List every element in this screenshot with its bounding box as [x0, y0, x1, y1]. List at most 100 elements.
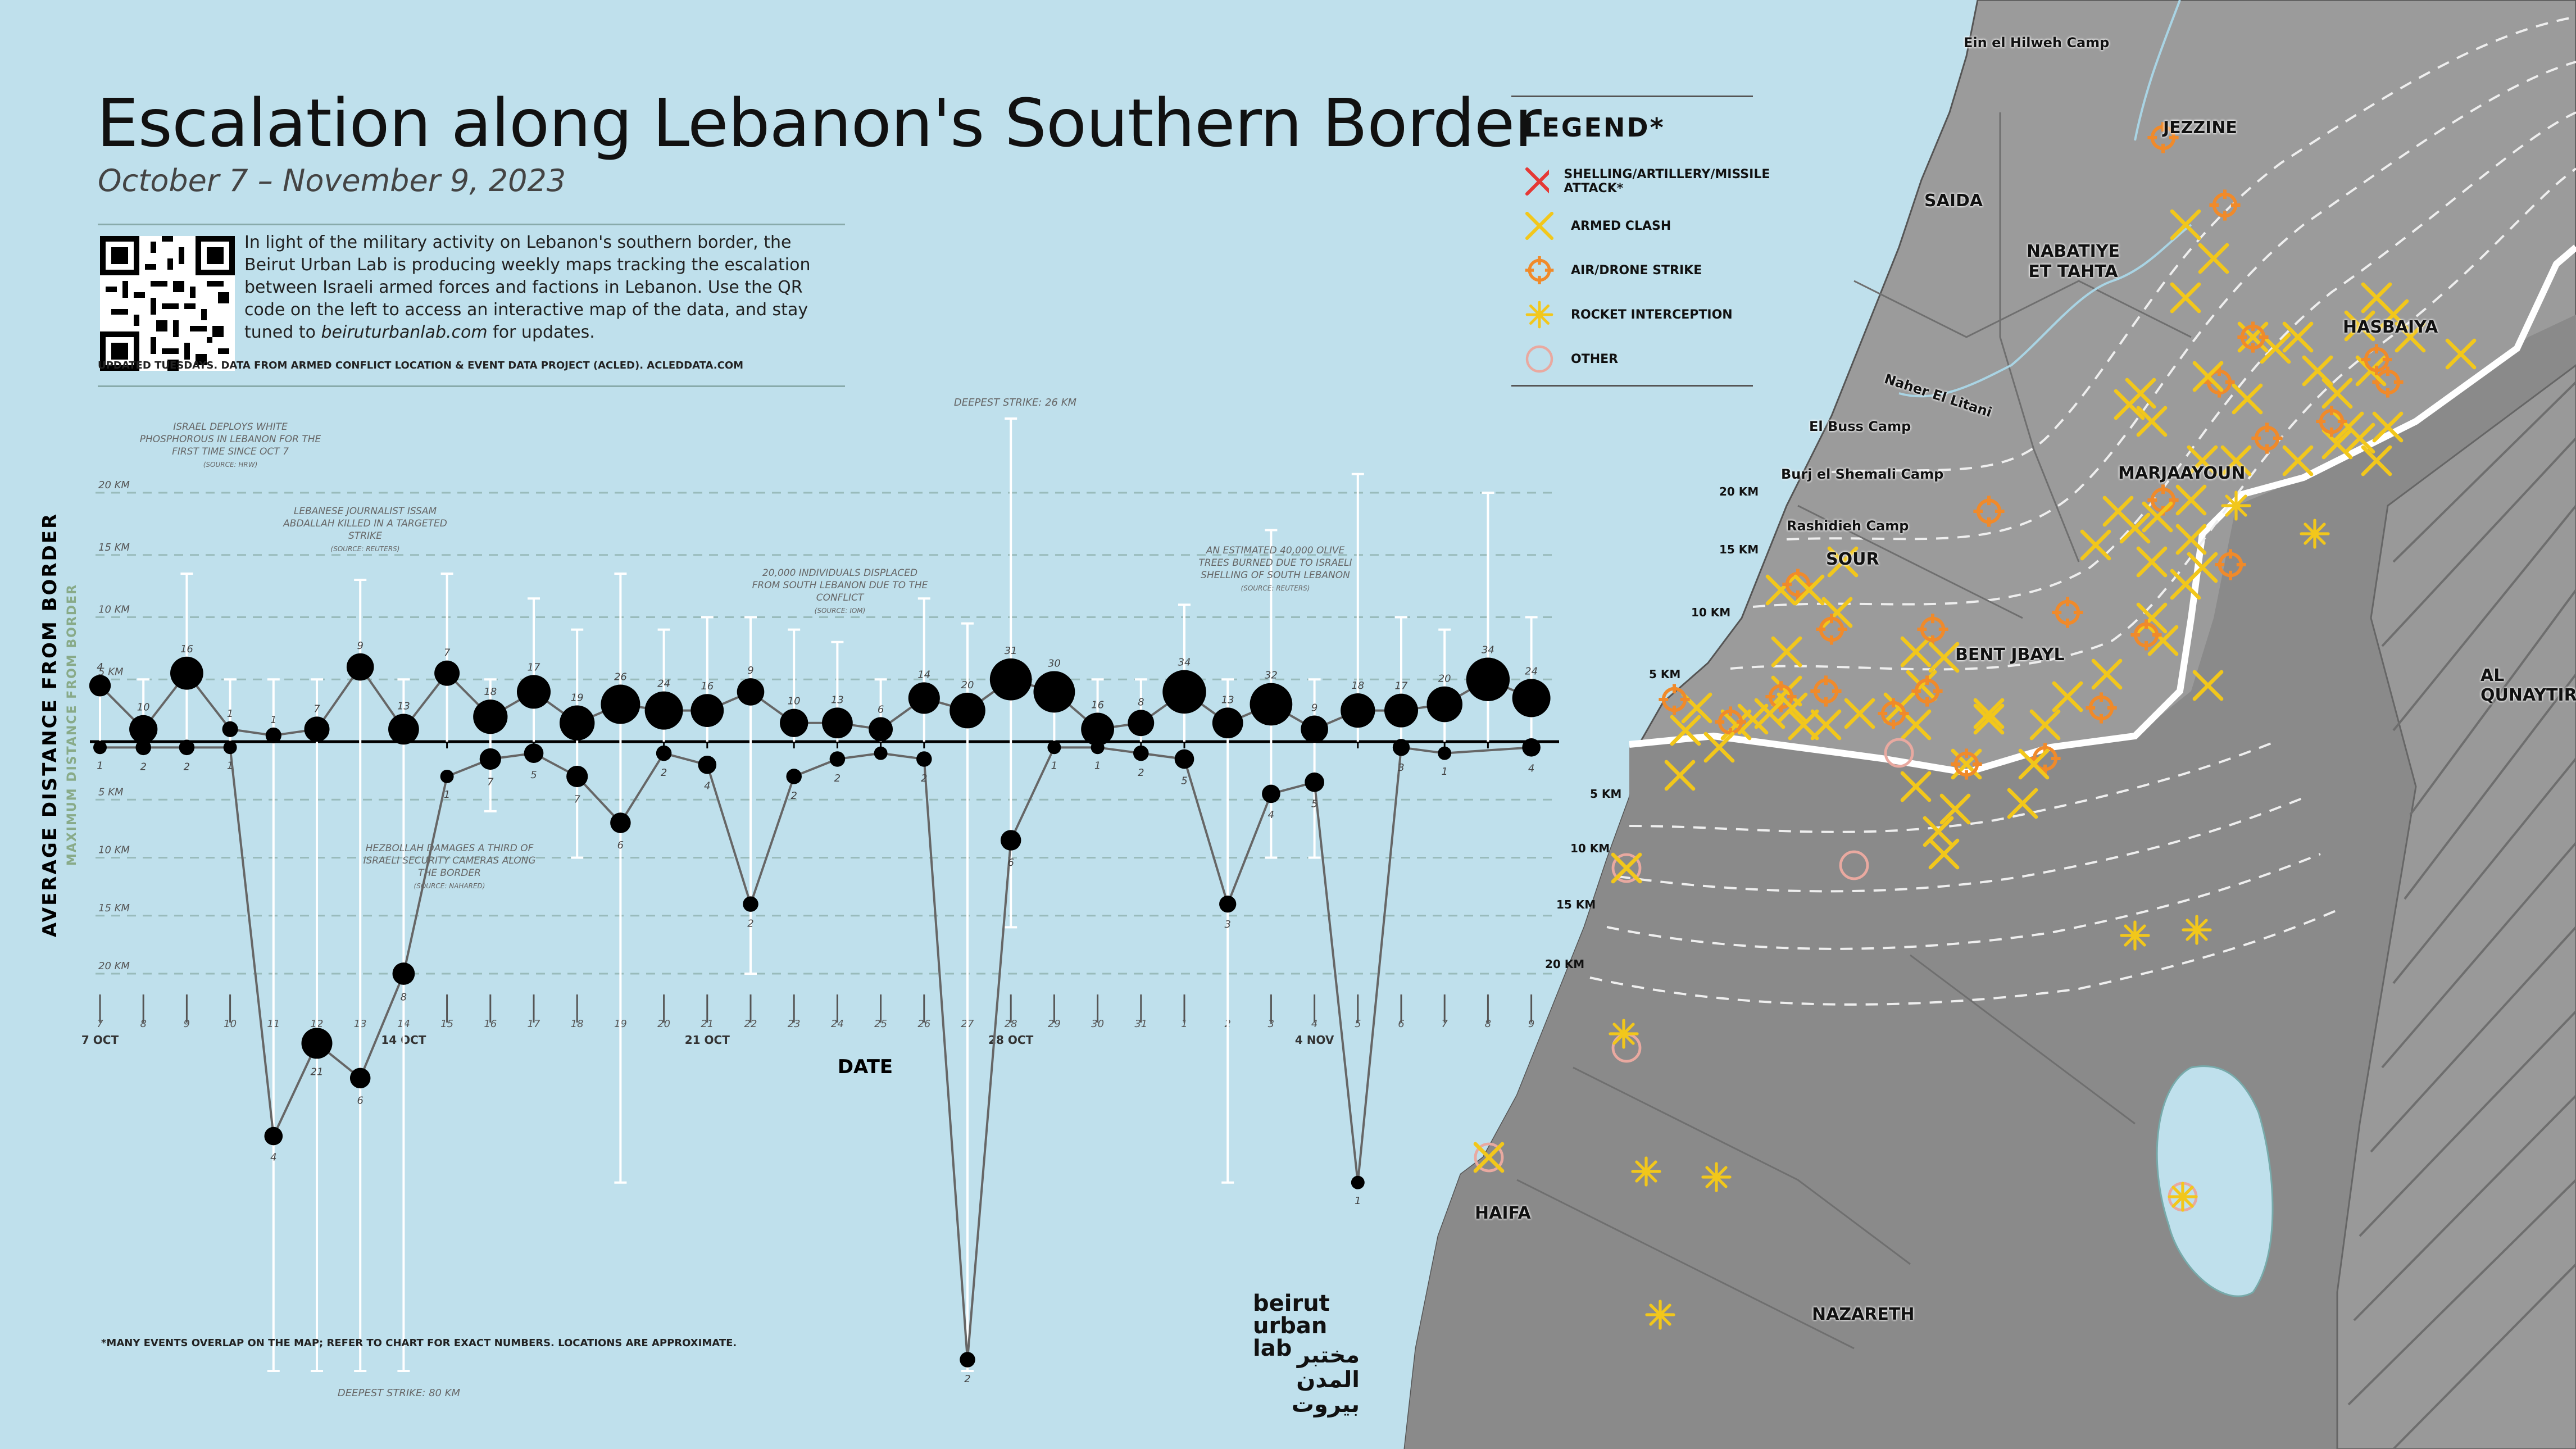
data-point — [434, 660, 460, 686]
x-mark-icon — [1810, 709, 1842, 741]
place-label: Ein el Hilweh Camp — [1964, 35, 2110, 51]
point-count-label: 20 — [1438, 673, 1451, 685]
annotation-text: CONFLICT — [816, 592, 865, 603]
data-point — [916, 751, 932, 767]
legend-divider — [1511, 385, 1753, 387]
annotation-text: TREES BURNED DUE TO ISRAELI — [1198, 557, 1352, 569]
point-count-label: 1 — [270, 714, 276, 726]
data-point — [829, 751, 846, 767]
date-tick-label: 17 — [528, 1018, 540, 1030]
data-point — [223, 741, 237, 755]
date-tick-label: 3 — [1268, 1018, 1274, 1030]
data-point — [1466, 657, 1510, 701]
data-point — [874, 746, 888, 760]
data-point — [264, 1127, 283, 1146]
ring-label-south: 15 KM — [1556, 898, 1596, 911]
x-mark-icon — [1973, 703, 2005, 735]
data-point — [1250, 683, 1293, 726]
y-tick-label: 15 KM — [98, 902, 130, 914]
data-point — [1392, 739, 1410, 756]
x-mark-icon — [2080, 529, 2111, 561]
place-label: SOUR — [1826, 549, 1879, 569]
x-mark-icon — [2237, 321, 2269, 353]
point-count-label: 16 — [180, 643, 193, 655]
point-count-label: 7 — [444, 647, 451, 659]
asterisk-icon — [1631, 1156, 1661, 1187]
data-point — [304, 716, 330, 742]
data-point — [698, 755, 717, 774]
point-count-label: 6 — [357, 1094, 363, 1106]
x-mark-icon — [2136, 406, 2168, 437]
max-whiskers-lebanon — [267, 742, 1321, 1372]
x-mark-icon — [1821, 597, 1853, 628]
crosshair-icon — [1917, 614, 1948, 645]
place-label: NAZARETH — [1812, 1305, 1915, 1324]
legend-item: ARMED CLASH — [1523, 212, 1671, 240]
annotation-text: ISRAELI SECURITY CAMERAS ALONG — [363, 855, 535, 866]
x-mark-icon — [1928, 838, 1960, 870]
asterisk-icon — [2120, 920, 2150, 951]
event-markers — [1473, 122, 2477, 1330]
crosshair-icon — [2209, 189, 2241, 221]
crosshair-icon — [2361, 344, 2392, 375]
x-mark-icon — [2147, 625, 2179, 656]
x-mark-icon — [1525, 167, 1550, 196]
point-count-label: 2 — [1138, 767, 1144, 779]
date-tick-label: 10 — [224, 1018, 237, 1030]
point-count-label: 1 — [1094, 760, 1101, 771]
qr-code[interactable] — [100, 236, 235, 371]
annotation-text: THE BORDER — [418, 867, 481, 879]
place-label: MARJAAYOUN — [2118, 464, 2246, 483]
annotation-text: HEZBOLLAH DAMAGES A THIRD OF — [366, 843, 534, 854]
crosshair-icon — [1525, 256, 1554, 284]
roads — [1516, 112, 2192, 1350]
point-count-label: 9 — [357, 640, 363, 652]
point-count-label: 5 — [1311, 798, 1317, 810]
y-tick-label: 5 KM — [98, 786, 124, 798]
x-mark-icon — [2192, 670, 2224, 701]
ring-label-south: 10 KM — [1570, 842, 1610, 855]
x-mark-icon — [2302, 355, 2333, 387]
crosshair-icon — [1911, 675, 1943, 707]
brand-line: urban — [1253, 1313, 1328, 1339]
legend-label: ROCKET INTERCEPTION — [1571, 307, 1733, 322]
crosshair-icon — [1816, 614, 1847, 645]
data-point — [1512, 679, 1551, 717]
point-count-label: 31 — [1005, 645, 1017, 657]
data-point — [1128, 710, 1155, 737]
data-point — [129, 715, 158, 743]
place-label: BENT JBAYL — [1955, 645, 2065, 665]
data-point — [1262, 784, 1280, 803]
point-count-label: 6 — [878, 703, 884, 715]
distance-rings — [1589, 16, 2576, 1006]
ring-label-north: 5 KM — [1649, 667, 1680, 681]
data-point — [179, 739, 195, 756]
x-mark-icon — [2052, 681, 2083, 712]
date-tick-label: 28 — [1005, 1018, 1017, 1030]
point-count-label: 1 — [227, 760, 233, 771]
data-point — [737, 678, 765, 706]
annotation-text: SHELLING OF SOUTH LEBANON — [1201, 570, 1350, 581]
asterisk-icon — [2182, 915, 2212, 945]
point-count-label: 26 — [614, 671, 627, 683]
x-mark-icon — [2344, 310, 2375, 342]
data-point — [170, 656, 203, 690]
point-count-label: 7 — [574, 793, 580, 805]
data-point — [524, 743, 544, 763]
x-mark-icon — [2170, 282, 2201, 314]
data-point — [1047, 741, 1061, 755]
x-mark-icon — [1765, 574, 1797, 606]
brand-line: lab — [1253, 1336, 1292, 1361]
x-mark-icon — [2260, 333, 2291, 364]
place-label: El Buss Camp — [1809, 419, 1911, 434]
site-link[interactable]: beiruturbanlab.com — [321, 322, 488, 342]
circle-icon — [1839, 850, 1869, 880]
y-tick-labels: 20 KM 15 KM 10 KM 5 KM 5 KM 10 KM 15 KM 20 KM — [98, 479, 130, 972]
legend-item: AIR/DRONE STRIKE — [1523, 256, 1702, 284]
crosshair-icon — [1659, 684, 1690, 715]
crosshair-icon — [2237, 321, 2269, 353]
point-count-label: 1 — [1355, 1195, 1361, 1207]
point-count-label: 2 — [184, 761, 190, 773]
point-count-label: 4 — [97, 661, 103, 673]
